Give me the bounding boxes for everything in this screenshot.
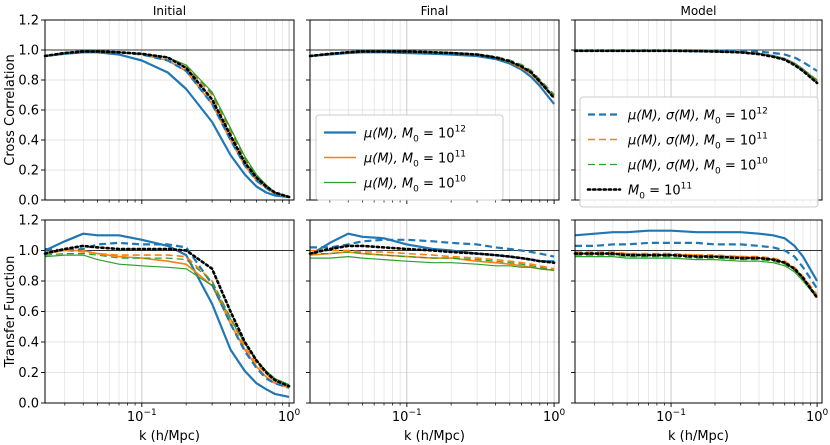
series-line [309,50,555,96]
x-tick-label: 10−1 [392,408,422,425]
series-line [575,50,818,82]
panel-transfer-final: 10−1 100 k (h/Mpc) [306,219,566,444]
series-line [43,50,291,199]
legend-label: μ(M), M0 = 1011 [363,150,466,170]
series-line [310,256,555,271]
y-tick-label: 1.2 [18,14,39,29]
series-line [575,49,818,81]
y-tick-label: 0.0 [18,194,39,209]
panel-frame [309,219,560,404]
series-line [43,244,291,388]
legend-label: μ(M), σ(M), M0 = 1012 [627,107,768,127]
series-line [573,252,819,300]
series-line [308,244,556,265]
series-line [575,49,818,83]
legend-left: μ(M), M0 = 1012 μ(M), M0 = 1011 μ(M), M0 =… [315,114,504,201]
x-axis-label: k (h/Mpc) [404,429,465,444]
y-tick-label: 1.0 [18,244,39,259]
y-tick-label: 1.0 [18,44,39,59]
y-tick-label: 0.4 [18,134,39,149]
series-line [573,49,819,85]
legend-box [579,96,819,208]
x-axis-label: k (h/Mpc) [139,429,200,444]
series-line [575,256,818,299]
panel-frame [44,219,295,404]
panel-title: Final [421,4,449,18]
panel-title: Initial [153,4,186,18]
series-line [574,229,819,282]
series-line [44,50,290,199]
series-line [44,50,290,198]
x-tick-label: 100 [806,408,829,425]
y-tick-label: 0.0 [18,397,39,412]
series-line [309,50,555,99]
series-line [44,232,290,398]
x-tick-label: 10−1 [656,408,686,425]
panel-cross-initial: 0.0 0.2 0.4 0.6 0.8 1.0 1.2 Initial Cross Correl… [3,4,295,209]
series-line [44,249,290,389]
series-line [575,241,819,290]
series-line [44,50,290,198]
legend-box [315,114,504,201]
y-tick-label: 0.6 [18,305,39,320]
panel-frame [574,219,823,404]
x-axis-label: k (h/Mpc) [668,429,729,444]
x-tick-label: 10−1 [127,408,157,425]
legend-label: M0 = 1011 [628,182,692,202]
legend-label: μ(M), σ(M), M0 = 1011 [627,132,768,152]
legend-label: μ(M), M0 = 1012 [363,125,466,145]
legend-label: μ(M), σ(M), M0 = 1010 [627,157,768,177]
series-line [309,50,555,96]
series-line [44,241,290,389]
panel-transfer-model: 10−1 100 k (h/Mpc) [571,219,829,444]
series-line [308,50,556,100]
y-tick-label: 0.6 [18,104,39,119]
legend-right: μ(M), σ(M), M0 = 1012 μ(M), σ(M), M0 = 10… [579,96,819,208]
legend-label: μ(M), M0 = 1010 [363,175,466,195]
series-line [575,49,818,83]
x-tick-label: 100 [543,408,566,425]
panel-title: Model [680,4,716,18]
series-line [309,51,555,105]
y-tick-label: 1.2 [18,214,39,229]
series-line [575,49,818,72]
x-tick-label: 100 [278,408,301,425]
y-tick-label: 0.8 [18,275,39,290]
panel-frame [44,19,295,201]
y-axis-label: Cross Correlation [3,54,18,165]
panel-transfer-initial: 0.0 0.2 0.4 0.6 0.8 1.0 1.2 10−1 100 k (h/Mpc) Tra… [3,214,300,445]
series-line [44,249,290,387]
series-line [44,253,290,386]
series-line [575,50,818,81]
y-tick-label: 0.2 [18,164,39,179]
y-tick-label: 0.8 [18,74,39,89]
series-line [309,50,555,96]
y-tick-label: 0.2 [18,366,39,381]
y-axis-label: Transfer Function [3,256,18,369]
series-line [44,254,290,386]
series-line [309,50,555,97]
y-tick-label: 0.4 [18,336,39,351]
